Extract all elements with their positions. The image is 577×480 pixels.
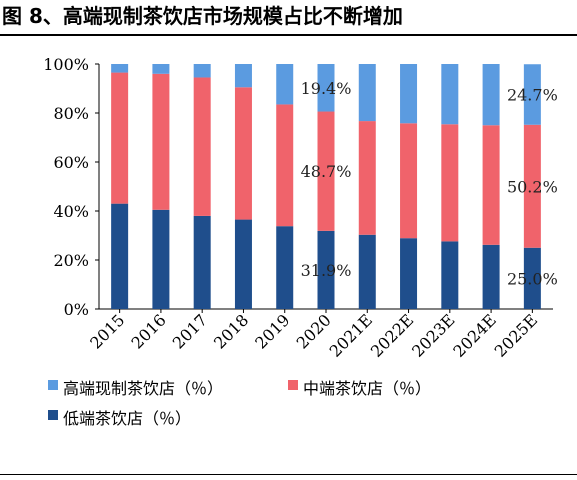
bar-segment	[358, 234, 376, 309]
x-tick-label: 2015	[86, 310, 128, 352]
bar-segment	[358, 64, 376, 122]
bar-segment	[317, 64, 335, 112]
bar-segment	[111, 64, 129, 73]
x-tick-label: 2024E	[449, 310, 499, 360]
y-tick-label: 40%	[53, 202, 89, 221]
bar-segment	[317, 230, 335, 309]
bar-segment	[276, 104, 294, 227]
x-tick-label: 2025E	[491, 310, 541, 360]
bar-segment	[234, 219, 252, 309]
bar-segment	[193, 215, 211, 309]
bar-segment	[152, 64, 170, 74]
x-tick-label: 2016	[128, 310, 170, 352]
legend-label: 高端现制茶饮店（％）	[63, 379, 223, 398]
bar-segment	[152, 73, 170, 210]
bar-segment	[400, 238, 418, 309]
bar-segment	[523, 64, 541, 125]
x-tick-label: 2021E	[326, 310, 376, 360]
y-tick-label: 20%	[53, 251, 89, 270]
data-label: 25.0%	[507, 269, 558, 288]
title-rule	[0, 34, 577, 36]
bar-segment	[111, 72, 129, 204]
bar-segment	[276, 64, 294, 105]
bar-segment	[482, 244, 500, 309]
bar-segment	[523, 124, 541, 248]
x-tick-label: 2019	[251, 310, 293, 352]
x-tick-label: 2018	[210, 310, 252, 352]
legend-swatch	[48, 410, 58, 420]
bar-segment	[482, 64, 500, 126]
bar-segment	[276, 226, 294, 309]
y-tick-label: 0%	[64, 300, 89, 319]
data-label: 50.2%	[507, 177, 558, 196]
bottom-rule	[0, 474, 577, 475]
bar-segment	[441, 124, 459, 242]
bar-segment	[234, 87, 252, 220]
data-label: 48.7%	[301, 162, 352, 181]
bar-segment	[317, 111, 335, 231]
bar-segment	[400, 64, 418, 124]
x-tick-label: 2022E	[367, 310, 417, 360]
legend-label: 低端茶饮店（％）	[63, 409, 191, 428]
data-label: 31.9%	[301, 261, 352, 280]
bar-segment	[193, 64, 211, 78]
bar-segment	[523, 247, 541, 309]
legend-label: 中端茶饮店（％）	[303, 379, 431, 398]
bar-segment	[441, 241, 459, 309]
x-tick-label: 2017	[169, 310, 211, 352]
y-tick-label: 80%	[53, 104, 89, 123]
bar-segment	[482, 125, 500, 245]
data-label: 19.4%	[301, 79, 352, 98]
y-tick-label: 100%	[43, 55, 89, 74]
bar-segment	[193, 77, 211, 216]
bar-segment	[441, 64, 459, 125]
bar-segment	[234, 64, 252, 88]
x-tick-label: 2023E	[408, 310, 458, 360]
figure-title: 图 8、高端现制茶饮店市场规模占比不断增加	[2, 4, 403, 28]
data-label: 24.7%	[507, 86, 558, 105]
bar-segment	[152, 209, 170, 309]
bar-segment	[111, 203, 129, 309]
y-tick-label: 60%	[53, 153, 89, 172]
bar-segment	[358, 121, 376, 235]
bar-segment	[400, 123, 418, 239]
legend-swatch	[48, 380, 58, 390]
legend-swatch	[288, 380, 298, 390]
